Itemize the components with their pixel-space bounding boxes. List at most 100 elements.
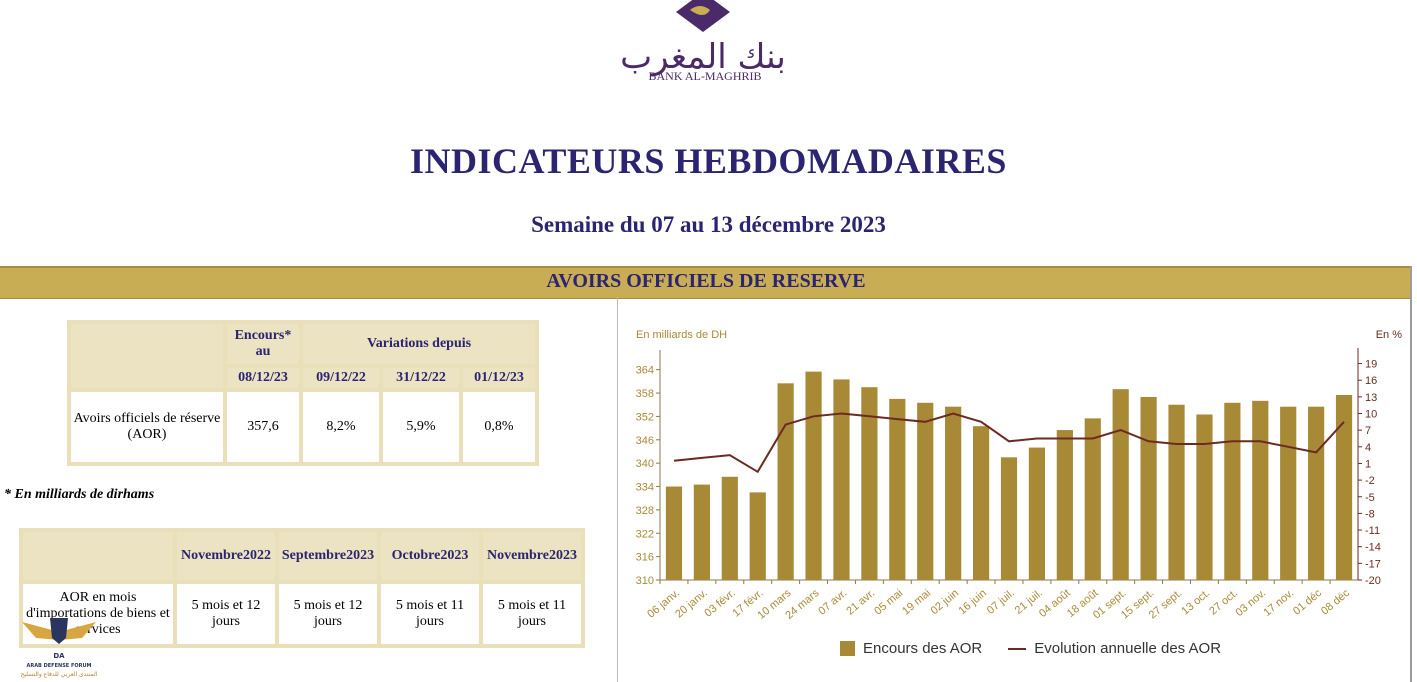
chart-bar xyxy=(805,371,822,580)
y-tick-label-right: -17 xyxy=(1365,558,1381,570)
x-tick-label: 20 janv. xyxy=(673,587,710,620)
divider xyxy=(1410,266,1412,682)
chart-legend: Encours des AOR Evolution annuelle des A… xyxy=(840,640,1221,657)
chart-bar xyxy=(1224,402,1241,580)
chart-bar xyxy=(1084,418,1101,580)
chart-bar xyxy=(693,484,710,580)
legend-line-swatch xyxy=(1008,647,1027,650)
svg-text:المنتدى العربي للدفاع والتسليح: المنتدى العربي للدفاع والتسليح xyxy=(21,671,98,678)
variation-date: 09/12/22 xyxy=(303,368,379,388)
page-subtitle: Semaine du 07 au 13 décembre 2023 xyxy=(531,212,886,237)
y-tick-label-left: 334 xyxy=(636,482,654,494)
y-tick-label-left: 310 xyxy=(636,575,654,587)
unit-note: * En milliards de dirhams xyxy=(4,487,155,502)
chart-bar xyxy=(777,383,794,580)
chart-bar xyxy=(1140,396,1157,580)
chart-bar xyxy=(1000,457,1018,580)
encours-value: 357,6 xyxy=(227,392,299,462)
x-tick-label: 21 avr. xyxy=(844,587,877,617)
y-tick-label-right: -20 xyxy=(1365,575,1381,587)
x-tick-label: 07 avr. xyxy=(816,587,849,617)
y-tick-label-right: 10 xyxy=(1365,409,1377,421)
y-axis-left-label: En milliards de DH xyxy=(636,329,727,341)
variation-value: 8,2% xyxy=(303,392,379,462)
month-value: 5 mois et 12 jours xyxy=(279,584,377,644)
x-tick-label: 03 nov. xyxy=(1233,587,1268,619)
y-tick-label-left: 316 xyxy=(636,552,654,564)
y-tick-label-right: 7 xyxy=(1365,425,1371,437)
row-label: Avoirs officiels de réserve (AOR) xyxy=(71,392,223,462)
bank-al-maghrib-logo: بنك المغرب BANK AL-MAGHRIB xyxy=(620,0,786,83)
y-tick-label-right: 16 xyxy=(1365,375,1377,387)
import-months-table: Novembre2022 Septembre2023 Octobre2023 N… xyxy=(19,528,585,648)
y-tick-label-right: 1 xyxy=(1365,458,1371,470)
y-axis-right-label: En % xyxy=(1376,329,1403,341)
chart-bar xyxy=(1252,400,1269,580)
chart-bar xyxy=(1335,395,1353,580)
month-header: Novembre2023 xyxy=(483,532,581,580)
variation-date: 31/12/22 xyxy=(383,368,459,388)
chart-bar xyxy=(972,426,990,580)
chart-line-evolution xyxy=(673,412,1345,474)
y-tick-label-left: 346 xyxy=(636,435,654,447)
reserves-table: Encours* au Variations depuis 08/12/23 0… xyxy=(67,320,539,466)
chart-bar xyxy=(1168,404,1185,580)
chart-bar xyxy=(1028,447,1046,580)
y-tick-label-left: 322 xyxy=(636,528,654,540)
x-tick-label: 19 mai xyxy=(900,587,933,617)
arab-defense-forum-watermark: DA ARAB DEFENSE FORUM المنتدى العربي للد… xyxy=(21,618,98,678)
chart-bar xyxy=(721,476,738,580)
y-tick-label-left: 358 xyxy=(636,388,654,400)
chart-bar xyxy=(1056,430,1073,580)
y-tick-label-right: 4 xyxy=(1365,442,1371,454)
logo-arabic-text: بنك المغرب xyxy=(620,37,786,77)
svg-text:DA: DA xyxy=(53,652,65,660)
chart-bar xyxy=(1308,406,1325,580)
x-tick-label: 02 juin xyxy=(929,587,962,617)
shield-icon xyxy=(50,618,68,644)
variations-header: Variations depuis xyxy=(303,324,535,364)
y-tick-label-right: -14 xyxy=(1365,542,1381,554)
y-tick-label-right: -11 xyxy=(1365,525,1380,537)
chart-bar xyxy=(1280,406,1297,580)
x-tick-label: 16 juin xyxy=(956,587,989,617)
month-value: 5 mois et 11 jours xyxy=(483,584,581,644)
legend-bar-label: Encours des AOR xyxy=(863,640,983,657)
y-tick-label-right: -2 xyxy=(1365,475,1375,487)
chart-bar xyxy=(917,402,934,580)
month-header: Octobre2023 xyxy=(381,532,479,580)
table-corner xyxy=(71,324,223,388)
section-band xyxy=(0,266,1412,299)
y-tick-label-left: 364 xyxy=(636,365,654,377)
legend-line-label: Evolution annuelle des AOR xyxy=(1034,640,1222,657)
x-tick-label: 08 déc xyxy=(1319,587,1352,618)
encours-date: 08/12/23 xyxy=(227,368,299,388)
chart-bar xyxy=(749,492,766,580)
month-value: 5 mois et 12 jours xyxy=(177,584,275,644)
x-tick-label: 01 déc xyxy=(1291,587,1324,618)
x-tick-label: 17 nov. xyxy=(1261,587,1296,619)
y-tick-label-right: -8 xyxy=(1365,508,1375,520)
x-tick-label: 03 févr. xyxy=(702,587,737,619)
y-tick-label-left: 340 xyxy=(636,458,654,470)
month-header: Septembre2023 xyxy=(279,532,377,580)
x-tick-label: 05 mai xyxy=(872,587,905,617)
y-tick-label-right: 13 xyxy=(1365,392,1377,404)
encours-header: Encours* au xyxy=(227,324,299,364)
variation-value: 5,9% xyxy=(383,392,459,462)
logo-emblem-icon xyxy=(676,0,730,32)
table-corner xyxy=(23,532,173,580)
legend-bar-swatch xyxy=(840,641,855,656)
x-tick-label: 07 juil. xyxy=(985,587,1017,617)
chart-bar xyxy=(833,379,850,580)
chart-bar xyxy=(1196,414,1213,580)
chart-bar xyxy=(1112,389,1129,580)
y-tick-label-left: 352 xyxy=(636,411,654,423)
month-header: Novembre2022 xyxy=(177,532,275,580)
chart-bar xyxy=(861,387,878,580)
variation-date: 01/12/23 xyxy=(463,368,535,388)
y-tick-label-left: 328 xyxy=(636,505,654,517)
section-title: AVOIRS OFFICIELS DE RESERVE xyxy=(546,270,866,292)
logo-latin-text: BANK AL-MAGHRIB xyxy=(648,69,761,83)
x-tick-label: 13 oct. xyxy=(1179,587,1212,617)
